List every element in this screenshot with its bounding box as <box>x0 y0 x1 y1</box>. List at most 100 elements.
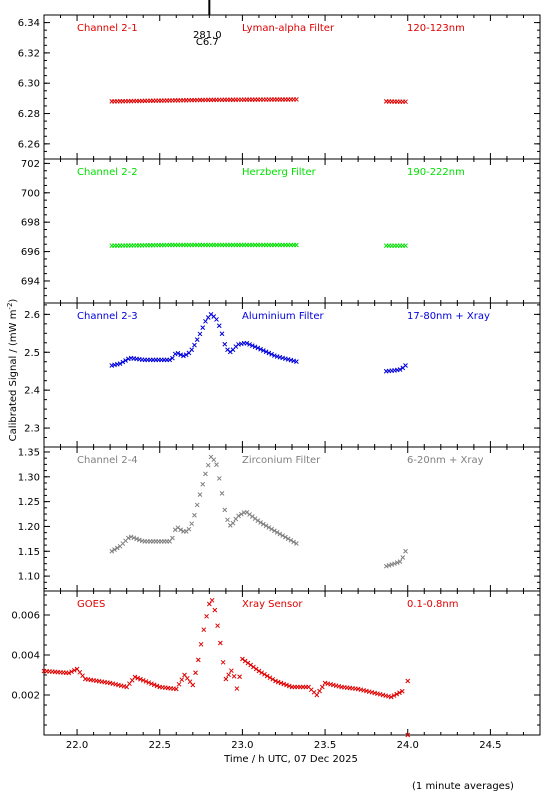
panel-label: Channel 2-4 <box>77 455 138 466</box>
y-tick-label: 1.20 <box>18 522 40 533</box>
data-point <box>263 349 269 355</box>
data-point <box>394 691 400 697</box>
data-point <box>178 527 184 533</box>
data-point <box>294 541 299 546</box>
data-point <box>397 690 402 696</box>
data-point <box>143 679 149 684</box>
data-point <box>114 545 120 551</box>
data-point <box>149 681 154 687</box>
data-point <box>190 682 196 688</box>
data-point <box>218 640 223 646</box>
data-point <box>397 367 403 372</box>
panel-label: Lyman-alpha Filter <box>242 23 335 34</box>
data-point <box>394 560 400 566</box>
data-point <box>204 613 209 619</box>
data-point <box>405 678 411 684</box>
data-point <box>244 340 250 346</box>
data-point <box>240 656 245 662</box>
data-point <box>170 355 175 361</box>
data-point <box>222 341 228 347</box>
data-point <box>192 512 197 518</box>
data-point <box>230 520 236 526</box>
data-point <box>267 675 273 681</box>
data-point <box>136 537 142 543</box>
y-tick-label: 2.6 <box>24 310 40 321</box>
data-point <box>249 343 255 348</box>
data-point <box>399 688 405 694</box>
data-point <box>203 471 208 477</box>
y-axis-title: Calibrated Signal / (mW m-2) <box>6 299 19 442</box>
data-point <box>278 680 284 686</box>
data-point <box>284 682 289 688</box>
data-point <box>123 358 128 363</box>
data-point <box>170 535 175 541</box>
data-point <box>201 627 207 633</box>
data-point <box>259 670 265 676</box>
data-point <box>216 323 222 329</box>
x-tick-label: 23.0 <box>231 740 253 751</box>
panel-label: 190-222nm <box>407 167 465 178</box>
y-tick-label: 6.34 <box>18 18 40 29</box>
data-point <box>214 317 219 322</box>
data-point <box>178 352 184 358</box>
data-point <box>125 535 131 541</box>
data-point <box>260 348 266 353</box>
data-point <box>197 492 203 497</box>
data-point <box>189 521 195 527</box>
data-point <box>286 683 292 689</box>
footnote: (1 minute averages) <box>412 781 514 792</box>
data-point <box>179 677 185 683</box>
y-tick-label: 2.3 <box>24 424 40 435</box>
data-point <box>189 347 195 353</box>
y-tick-label: 694 <box>21 276 40 287</box>
data-point <box>205 462 211 468</box>
data-point <box>173 686 179 692</box>
panel-label: 17-80nm + Xray <box>407 311 490 322</box>
panel-frame <box>43 590 541 736</box>
data-point <box>193 670 198 676</box>
event-marker-value: 281.0 <box>193 30 222 41</box>
y-tick-label: 696 <box>21 247 40 258</box>
data-point <box>225 517 230 523</box>
data-point <box>269 526 274 532</box>
data-point <box>237 674 242 680</box>
data-point <box>291 539 297 545</box>
data-point <box>266 350 272 356</box>
panel-label: GOES <box>77 599 105 610</box>
y-tick-label: 6.32 <box>18 48 40 59</box>
data-point <box>128 534 134 540</box>
data-point <box>389 562 395 567</box>
data-point <box>272 528 277 534</box>
data-point <box>238 511 244 517</box>
y-tick-label: 1.30 <box>18 472 40 483</box>
data-point <box>275 679 281 685</box>
data-point <box>256 668 262 674</box>
data-point <box>183 352 189 358</box>
y-tick-label: 0.004 <box>11 651 40 662</box>
panel-label: Channel 2-3 <box>77 311 138 322</box>
x-axis-title: Time / h UTC, 07 Dec 2025 <box>223 754 358 765</box>
y-tick-label: 1.25 <box>18 497 40 508</box>
data-point <box>226 672 231 678</box>
data-point <box>234 686 240 691</box>
data-point <box>283 534 288 540</box>
data-point <box>280 533 285 538</box>
data-point <box>214 462 219 468</box>
data-point <box>109 548 115 554</box>
x-tick-label: 24.5 <box>479 740 501 751</box>
data-point <box>231 673 237 679</box>
data-point <box>403 548 408 554</box>
panel-label: Aluminium Filter <box>242 311 325 322</box>
data-point <box>194 502 200 508</box>
event-marker-class: C6.7 <box>196 37 219 48</box>
data-point <box>203 318 208 324</box>
data-point <box>273 678 278 684</box>
data-point <box>66 670 72 676</box>
data-point <box>135 675 141 681</box>
data-point <box>212 607 218 613</box>
panel-label: Xray Sensor <box>242 599 303 610</box>
data-point <box>176 681 182 687</box>
x-tick-label: 22.5 <box>149 740 171 751</box>
y-tick-label: 6.26 <box>18 139 40 150</box>
